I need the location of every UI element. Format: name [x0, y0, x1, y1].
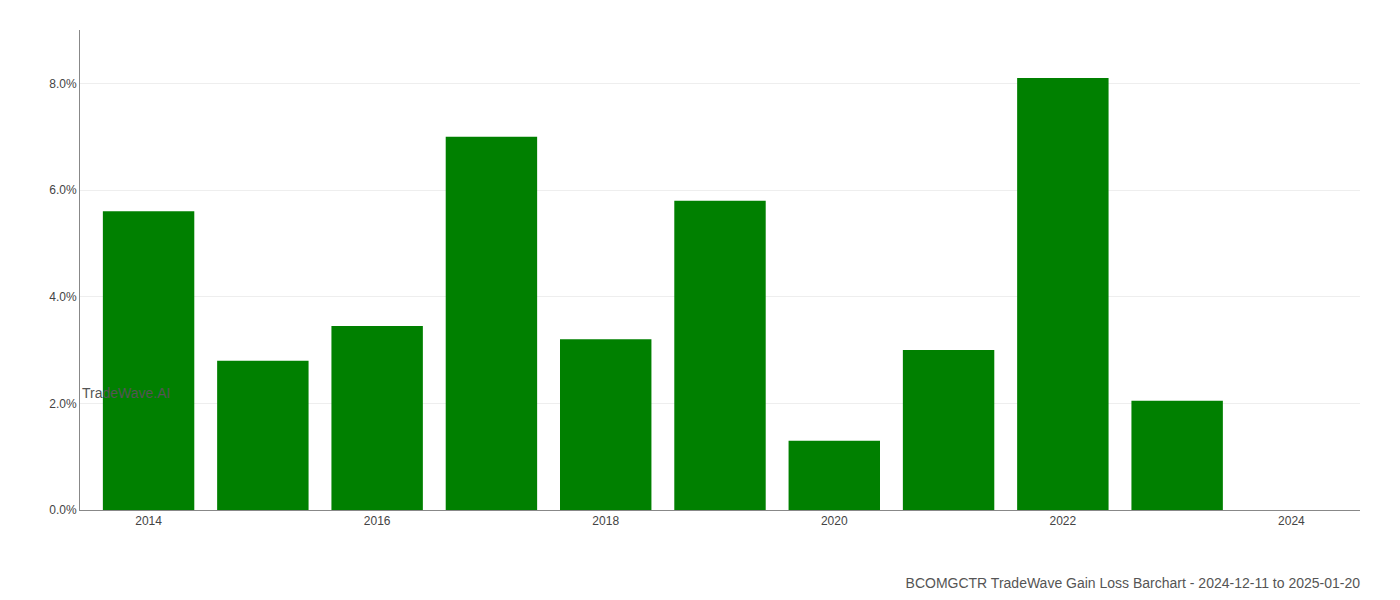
svg-text:0.0%: 0.0% [49, 503, 77, 517]
svg-text:TradeWave.AI: TradeWave.AI [82, 385, 170, 401]
svg-text:2016: 2016 [364, 514, 391, 528]
svg-text:BCOMGCTR TradeWave Gain Loss B: BCOMGCTR TradeWave Gain Loss Barchart - … [906, 575, 1361, 591]
svg-text:2020: 2020 [821, 514, 848, 528]
svg-text:2022: 2022 [1050, 514, 1077, 528]
svg-text:6.0%: 6.0% [49, 183, 77, 197]
svg-text:2.0%: 2.0% [49, 397, 77, 411]
svg-text:2014: 2014 [135, 514, 162, 528]
svg-text:2018: 2018 [592, 514, 619, 528]
svg-text:2024: 2024 [1278, 514, 1305, 528]
svg-text:8.0%: 8.0% [49, 77, 77, 91]
svg-text:4.0%: 4.0% [49, 290, 77, 304]
